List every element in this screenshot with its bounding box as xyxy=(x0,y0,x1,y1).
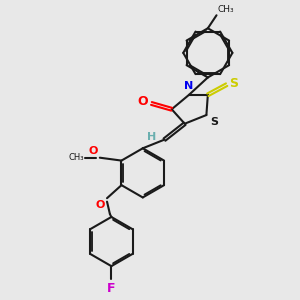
Text: O: O xyxy=(95,200,105,211)
Text: O: O xyxy=(89,146,98,156)
Text: H: H xyxy=(147,132,156,142)
Text: S: S xyxy=(230,77,238,90)
Text: S: S xyxy=(210,117,218,127)
Text: F: F xyxy=(107,282,116,295)
Text: O: O xyxy=(137,95,148,108)
Text: CH₃: CH₃ xyxy=(68,153,84,162)
Text: N: N xyxy=(184,81,194,91)
Text: CH₃: CH₃ xyxy=(218,5,235,14)
